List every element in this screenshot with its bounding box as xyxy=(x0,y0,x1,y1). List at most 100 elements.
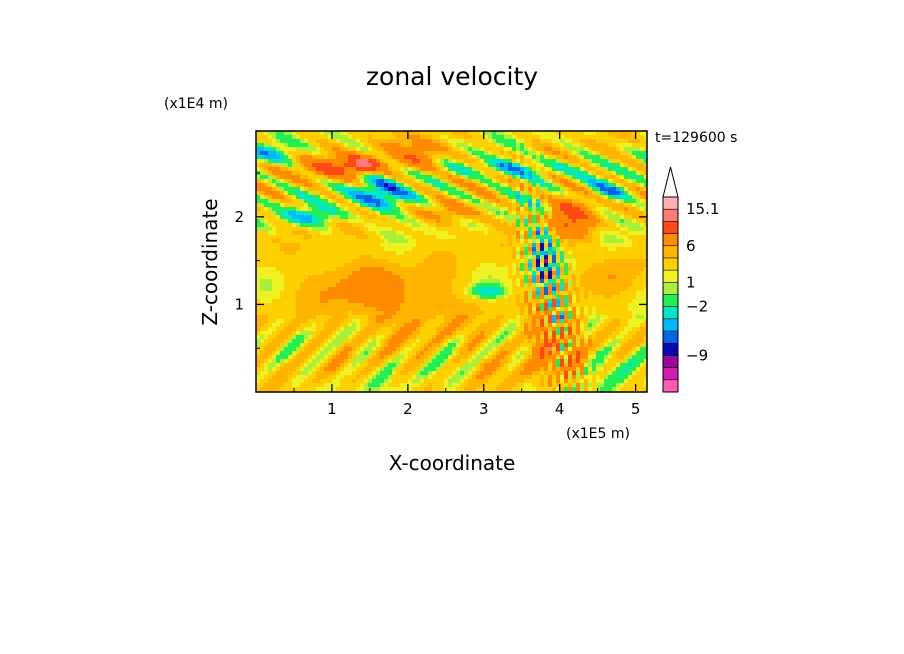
contour-cell xyxy=(376,219,381,224)
contour-cell xyxy=(468,235,473,240)
contour-cell xyxy=(420,299,425,304)
contour-cell xyxy=(364,247,369,252)
contour-cell xyxy=(500,263,505,268)
contour-cell xyxy=(444,303,449,308)
contour-cell xyxy=(560,219,565,224)
contour-cell xyxy=(292,203,297,208)
contour-cell xyxy=(540,195,545,200)
contour-cell xyxy=(324,307,329,312)
contour-cell xyxy=(256,307,261,312)
contour-cell xyxy=(276,315,281,320)
contour-cell xyxy=(620,179,625,184)
contour-cell xyxy=(564,287,569,292)
contour-cell xyxy=(584,287,589,292)
contour-cell xyxy=(456,307,461,312)
contour-cell xyxy=(444,131,449,136)
contour-cell xyxy=(284,323,289,328)
contour-cell xyxy=(296,259,301,264)
contour-cell xyxy=(308,167,313,172)
contour-cell xyxy=(632,195,637,200)
contour-cell xyxy=(320,159,325,164)
contour-cell xyxy=(256,315,261,320)
contour-cell xyxy=(324,175,329,180)
contour-cell xyxy=(392,267,397,272)
contour-cell xyxy=(620,263,625,268)
contour-cell xyxy=(352,171,357,176)
contour-cell xyxy=(292,195,297,200)
contour-cell xyxy=(500,223,505,228)
contour-cell xyxy=(376,275,381,280)
contour-cell xyxy=(356,187,361,192)
contour-cell xyxy=(532,283,537,288)
contour-cell xyxy=(408,283,413,288)
contour-cell xyxy=(468,179,473,184)
contour-cell xyxy=(320,243,325,248)
contour-cell xyxy=(428,231,433,236)
contour-cell xyxy=(256,183,261,188)
contour-cell xyxy=(572,207,577,212)
contour-cell xyxy=(388,227,393,232)
contour-cell xyxy=(612,147,617,152)
contour-cell xyxy=(264,287,269,292)
contour-cell xyxy=(296,215,301,220)
contour-cell xyxy=(640,139,645,144)
contour-cell xyxy=(256,227,261,232)
contour-cell xyxy=(516,251,521,256)
contour-cell xyxy=(476,227,481,232)
contour-cell xyxy=(292,255,297,260)
contour-cell xyxy=(312,147,317,152)
contour-cell xyxy=(644,151,648,156)
contour-cell xyxy=(324,151,329,156)
contour-cell xyxy=(592,227,597,232)
contour-cell xyxy=(356,247,361,252)
contour-cell xyxy=(540,203,545,208)
contour-cell xyxy=(368,303,373,308)
contour-cell xyxy=(612,327,617,332)
contour-cell xyxy=(560,203,565,208)
contour-cell xyxy=(364,195,369,200)
contour-cell xyxy=(292,139,297,144)
contour-cell xyxy=(540,223,545,228)
contour-cell xyxy=(412,275,417,280)
contour-cell xyxy=(564,231,569,236)
contour-cell xyxy=(572,267,577,272)
contour-cell xyxy=(624,239,629,244)
contour-cell xyxy=(548,187,553,192)
contour-cell xyxy=(332,223,337,228)
contour-cell xyxy=(608,231,613,236)
contour-cell xyxy=(556,195,561,200)
contour-cell xyxy=(584,255,589,260)
contour-cell xyxy=(284,227,289,232)
contour-cell xyxy=(356,143,361,148)
contour-cell xyxy=(612,203,617,208)
contour-cell xyxy=(628,179,633,184)
contour-cell xyxy=(532,219,537,224)
contour-cell xyxy=(604,251,609,256)
contour-cell xyxy=(524,191,529,196)
contour-cell xyxy=(620,175,625,180)
contour-cell xyxy=(564,147,569,152)
contour-cell xyxy=(328,251,333,256)
contour-cell xyxy=(456,151,461,156)
contour-cell xyxy=(544,303,549,308)
contour-cell xyxy=(532,171,537,176)
contour-cell xyxy=(416,203,421,208)
contour-cell xyxy=(600,315,605,320)
contour-cell xyxy=(472,279,477,284)
contour-cell xyxy=(492,187,497,192)
contour-cell xyxy=(544,311,549,316)
contour-cell xyxy=(588,251,593,256)
contour-cell xyxy=(592,263,597,268)
contour-cell xyxy=(480,327,485,332)
contour-cell xyxy=(348,243,353,248)
contour-cell xyxy=(616,327,621,332)
contour-cell xyxy=(496,275,501,280)
contour-cell xyxy=(580,171,585,176)
contour-cell xyxy=(508,179,513,184)
contour-cell xyxy=(556,155,561,160)
contour-cell xyxy=(556,167,561,172)
contour-cell xyxy=(348,259,353,264)
contour-cell xyxy=(416,191,421,196)
contour-cell xyxy=(564,171,569,176)
contour-cell xyxy=(572,255,577,260)
